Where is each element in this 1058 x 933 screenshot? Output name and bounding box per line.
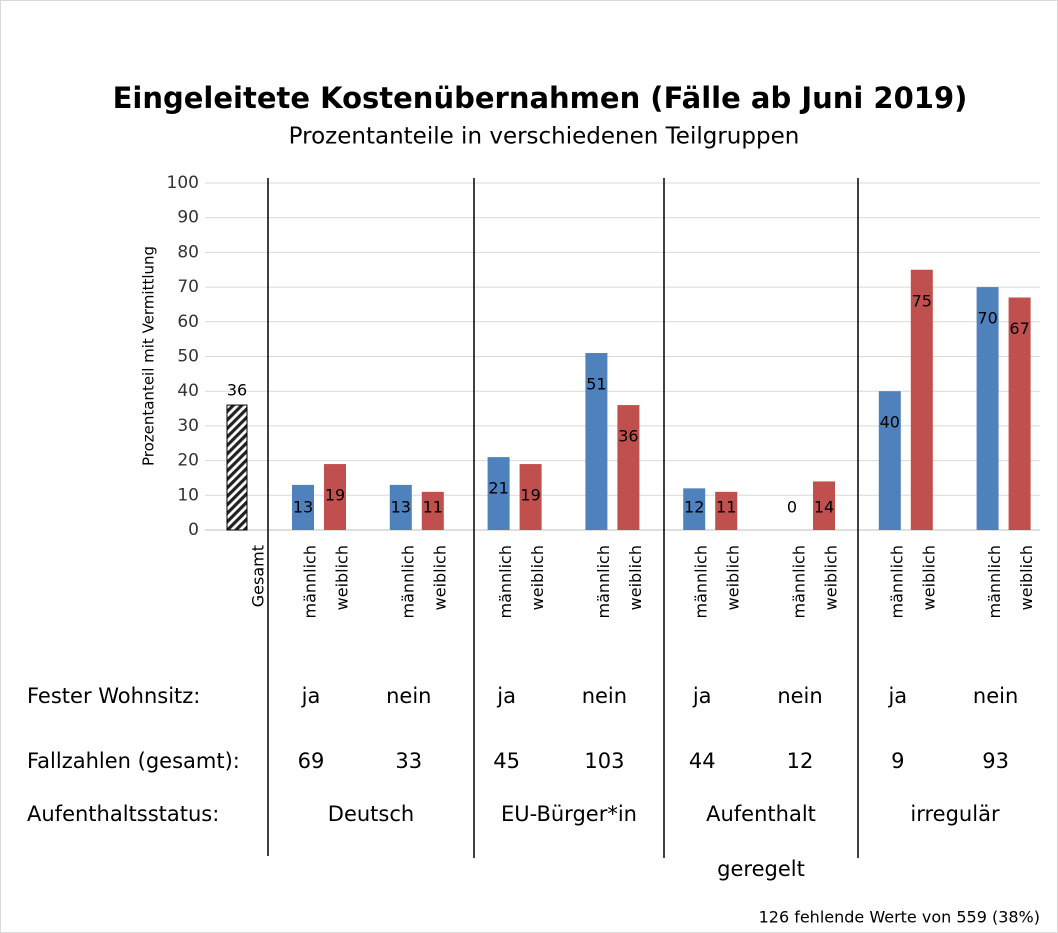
data-label: 19 xyxy=(325,486,345,505)
x-tick-label: Gesamt xyxy=(249,545,268,607)
bar xyxy=(389,484,412,530)
data-label: 0 xyxy=(787,498,797,517)
bar xyxy=(878,391,901,530)
y-tick-label: 0 xyxy=(188,520,199,540)
separators xyxy=(267,178,859,858)
case-count: 69 xyxy=(298,749,325,773)
case-count: 44 xyxy=(689,749,716,773)
y-tick-label: 30 xyxy=(177,416,199,436)
x-tick-label: männlich xyxy=(301,545,320,619)
case-count: 9 xyxy=(891,749,904,773)
bar xyxy=(324,464,346,530)
x-tick-label: weiblich xyxy=(1017,545,1036,610)
data-label: 40 xyxy=(880,413,900,432)
x-tick-label: männlich xyxy=(985,545,1004,619)
data-label: 36 xyxy=(227,381,247,400)
status-label: Deutsch xyxy=(328,802,414,826)
bar xyxy=(421,491,444,530)
y-tick-label: 90 xyxy=(177,208,199,228)
data-label: 12 xyxy=(684,498,704,517)
data-label: 11 xyxy=(716,498,736,517)
x-tick-label: männlich xyxy=(398,545,417,619)
case-count: 93 xyxy=(982,749,1009,773)
x-tick-label: weiblich xyxy=(822,545,841,610)
bar xyxy=(519,464,542,530)
bar xyxy=(683,488,706,530)
y-tick-label: 80 xyxy=(177,242,199,262)
x-tick-label: weiblich xyxy=(430,545,449,610)
x-tick-label: männlich xyxy=(887,545,906,619)
residence-label: nein xyxy=(777,684,822,708)
bar xyxy=(1008,297,1031,530)
residence-label: ja xyxy=(692,684,712,708)
data-label: 36 xyxy=(618,427,638,446)
y-tick-label: 40 xyxy=(177,381,199,401)
x-tick-label: weiblich xyxy=(333,545,352,610)
residence-label: nein xyxy=(582,684,627,708)
status-label: Aufenthalt xyxy=(706,802,816,826)
case-count: 33 xyxy=(395,749,422,773)
case-count: 45 xyxy=(493,749,520,773)
data-label: 70 xyxy=(977,309,997,328)
bar xyxy=(226,404,248,531)
y-tick-label: 100 xyxy=(167,173,199,193)
x-tick-label: weiblich xyxy=(528,545,547,610)
residence-label: nein xyxy=(973,684,1018,708)
data-label: 21 xyxy=(488,479,508,498)
row-label: Fallzahlen (gesamt): xyxy=(27,749,240,773)
status-label: geregelt xyxy=(717,857,805,881)
x-tick-label: weiblich xyxy=(724,545,743,610)
x-tick-label: weiblich xyxy=(626,545,645,610)
footnote: 126 fehlende Werte von 559 (38%) xyxy=(759,908,1040,927)
residence-label: ja xyxy=(887,684,907,708)
x-tick-label: männlich xyxy=(496,545,515,619)
y-tick-label: 10 xyxy=(177,485,199,505)
data-label: 14 xyxy=(814,498,834,517)
y-tick-label: 50 xyxy=(177,347,199,367)
bar xyxy=(617,405,640,530)
residence-label: ja xyxy=(496,684,516,708)
residence-label: ja xyxy=(301,684,321,708)
bar xyxy=(813,481,835,530)
row-label: Fester Wohnsitz: xyxy=(27,684,200,708)
data-label: 75 xyxy=(912,291,932,310)
bar xyxy=(715,491,738,530)
y-axis-label: Prozentanteil mit Vermittlung xyxy=(140,246,158,466)
bar xyxy=(910,269,933,530)
data-label: 51 xyxy=(586,375,606,394)
data-label: 13 xyxy=(391,498,411,517)
chart-subtitle: Prozentanteile in verschiedenen Teilgrup… xyxy=(289,124,800,150)
status-label: EU-Bürger*in xyxy=(501,802,637,826)
data-label: 11 xyxy=(423,498,443,517)
bar xyxy=(292,484,314,530)
data-label: 13 xyxy=(293,498,313,517)
y-tick-label: 60 xyxy=(177,312,199,332)
x-tick-label: männlich xyxy=(790,545,809,619)
case-count: 12 xyxy=(787,749,814,773)
case-count: 103 xyxy=(584,749,624,773)
bar xyxy=(976,287,999,530)
x-tick-label: männlich xyxy=(594,545,613,619)
data-label: 19 xyxy=(520,486,540,505)
chart-title: Eingeleitete Kostenübernahmen (Fälle ab … xyxy=(113,81,968,115)
data-label: 67 xyxy=(1009,319,1029,338)
status-label: irregulär xyxy=(910,802,1000,826)
bar xyxy=(487,457,510,530)
x-tick-label: männlich xyxy=(692,545,711,619)
y-tick-label: 70 xyxy=(177,277,199,297)
residence-label: nein xyxy=(386,684,431,708)
y-tick-label: 20 xyxy=(177,451,199,471)
x-tick-label: weiblich xyxy=(919,545,938,610)
bar xyxy=(585,353,608,530)
row-label: Aufenthaltsstatus: xyxy=(27,802,219,826)
